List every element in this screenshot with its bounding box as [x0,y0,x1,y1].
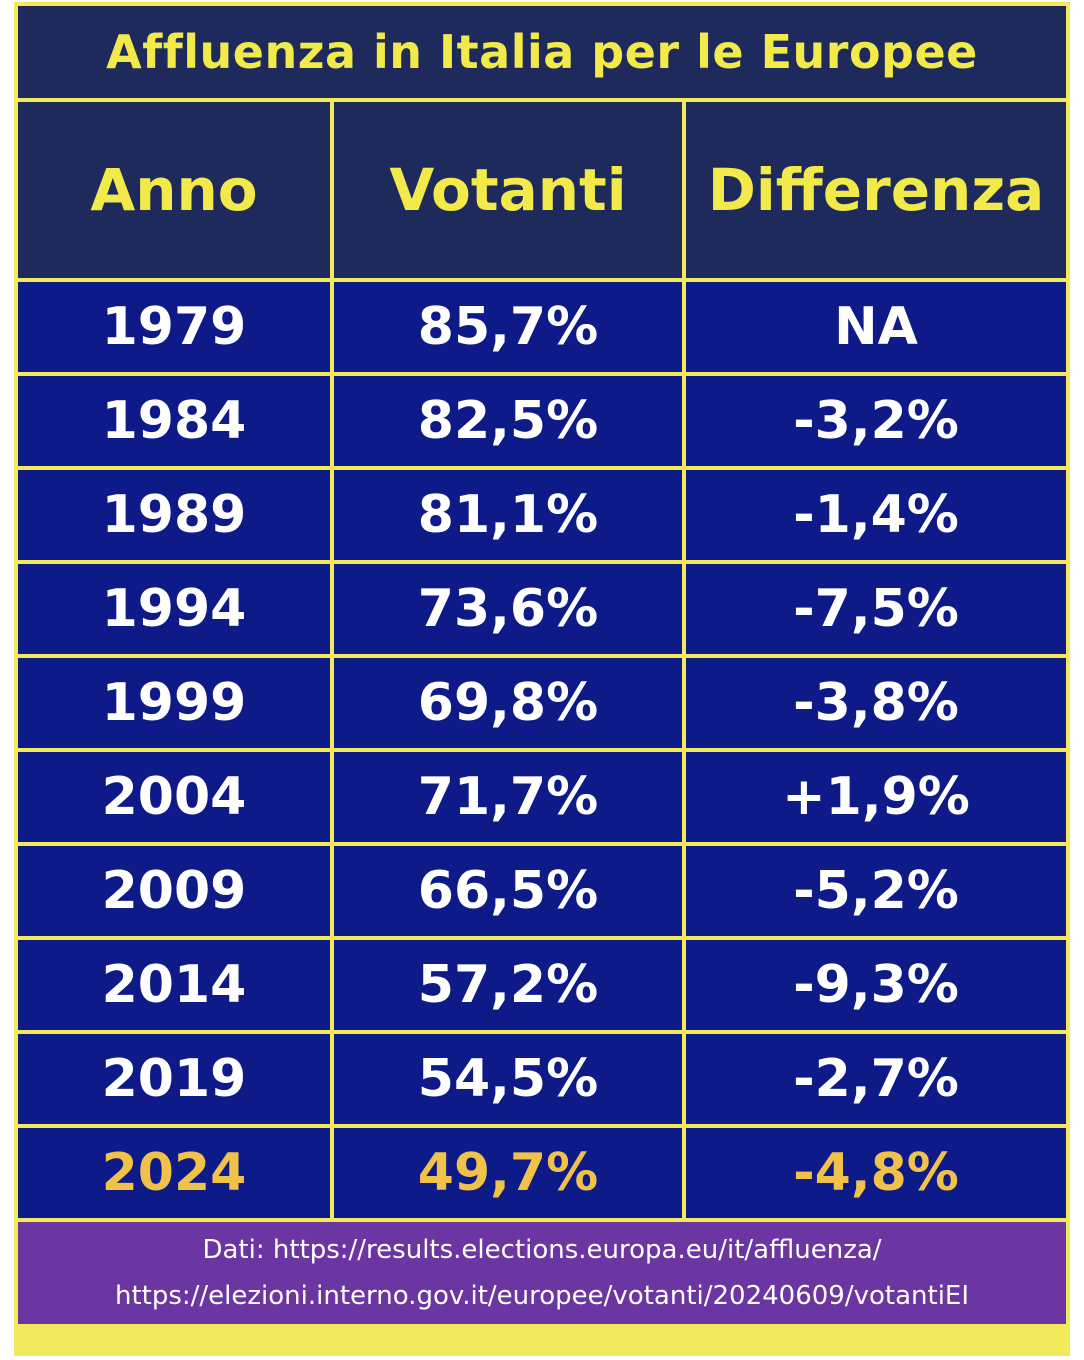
cell-differenza-highlight: -4,8% [686,1128,1066,1218]
cell-differenza: -9,3% [686,940,1066,1030]
source-footer: Dati: https://results.elections.europa.e… [18,1222,1066,1324]
cell-anno: 2004 [18,752,330,842]
cell-differenza: -1,4% [686,470,1066,560]
cell-anno: 1984 [18,376,330,466]
cell-anno: 1999 [18,658,330,748]
cell-differenza: -3,8% [686,658,1066,748]
cell-differenza: -5,2% [686,846,1066,936]
cell-anno-highlight: 2024 [18,1128,330,1218]
cell-votanti: 81,1% [334,470,682,560]
source-line-1: Dati: https://results.elections.europa.e… [202,1235,882,1265]
column-header-differenza: Differenza [686,102,1066,278]
cell-votanti-highlight: 49,7% [334,1128,682,1218]
cell-anno: 1989 [18,470,330,560]
cell-votanti: 69,8% [334,658,682,748]
cell-anno: 2019 [18,1034,330,1124]
table-title: Affluenza in Italia per le Europee [106,25,978,79]
cell-votanti: 85,7% [334,282,682,372]
title-bar: Affluenza in Italia per le Europee [18,6,1066,98]
source-line-2: https://elezioni.interno.gov.it/europee/… [114,1281,970,1311]
cell-differenza: -3,2% [686,376,1066,466]
cell-differenza: -7,5% [686,564,1066,654]
cell-differenza: +1,9% [686,752,1066,842]
cell-votanti: 57,2% [334,940,682,1030]
cell-votanti: 73,6% [334,564,682,654]
cell-anno: 2014 [18,940,330,1030]
turnout-table: Anno Votanti Differenza 1979 85,7% NA 19… [18,102,1066,1218]
cell-votanti: 82,5% [334,376,682,466]
column-header-anno: Anno [18,102,330,278]
cell-votanti: 66,5% [334,846,682,936]
cell-differenza: NA [686,282,1066,372]
cell-differenza: -2,7% [686,1034,1066,1124]
column-header-votanti: Votanti [334,102,682,278]
cell-votanti: 71,7% [334,752,682,842]
table-frame: Affluenza in Italia per le Europee Anno … [14,2,1070,1356]
cell-anno: 1994 [18,564,330,654]
cell-anno: 1979 [18,282,330,372]
cell-votanti: 54,5% [334,1034,682,1124]
cell-anno: 2009 [18,846,330,936]
